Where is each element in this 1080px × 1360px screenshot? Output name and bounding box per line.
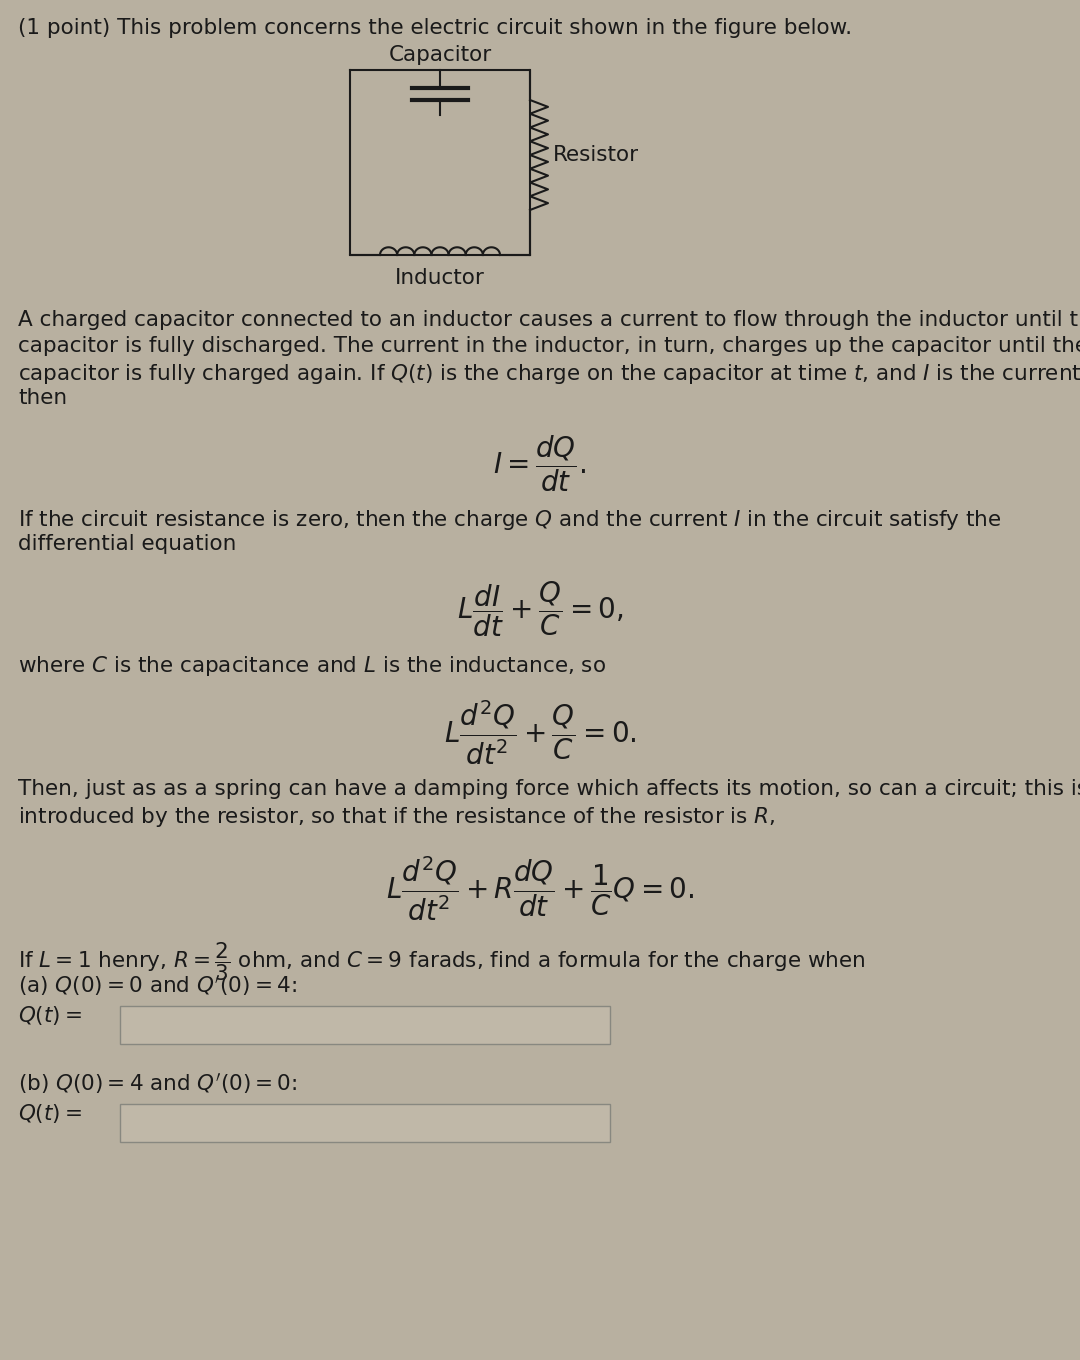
Text: $Q(t) =$: $Q(t) =$ [18,1102,82,1125]
Text: If $L = 1$ henry, $R = \dfrac{2}{3}$ ohm, and $C = 9$ farads, find a formula for: If $L = 1$ henry, $R = \dfrac{2}{3}$ ohm… [18,940,865,983]
Text: $I = \dfrac{dQ}{dt}.$: $I = \dfrac{dQ}{dt}.$ [494,432,586,494]
Text: (b) $Q(0) = 4$ and $Q'(0) = 0$:: (b) $Q(0) = 4$ and $Q'(0) = 0$: [18,1072,297,1096]
Text: $L\dfrac{d^2Q}{dt^2} + \dfrac{Q}{C} = 0.$: $L\dfrac{d^2Q}{dt^2} + \dfrac{Q}{C} = 0.… [444,699,636,767]
Bar [120,1006,610,1044]
Text: where $C$ is the capacitance and $L$ is the inductance, so: where $C$ is the capacitance and $L$ is … [18,654,606,679]
Text: Resistor: Resistor [553,146,639,165]
Text: capacitor is fully discharged. The current in the inductor, in turn, charges up : capacitor is fully discharged. The curre… [18,336,1080,356]
Text: (1 point) This problem concerns the electric circuit shown in the figure below.: (1 point) This problem concerns the elec… [18,18,852,38]
Text: (a) $Q(0) = 0$ and $Q'(0) = 4$:: (a) $Q(0) = 0$ and $Q'(0) = 4$: [18,974,297,998]
Text: $L\dfrac{dI}{dt} + \dfrac{Q}{C} = 0,$: $L\dfrac{dI}{dt} + \dfrac{Q}{C} = 0,$ [457,579,623,639]
Text: If the circuit resistance is zero, then the charge $Q$ and the current $I$ in th: If the circuit resistance is zero, then … [18,509,1001,532]
Text: then: then [18,388,67,408]
Bar [120,1104,610,1142]
Text: $L\dfrac{d^2Q}{dt^2} + R\dfrac{dQ}{dt} + \dfrac{1}{C}Q = 0.$: $L\dfrac{d^2Q}{dt^2} + R\dfrac{dQ}{dt} +… [386,855,694,923]
Text: Inductor: Inductor [395,268,485,288]
Text: Then, just as as a spring can have a damping force which affects its motion, so : Then, just as as a spring can have a dam… [18,779,1080,800]
Text: introduced by the resistor, so that if the resistance of the resistor is $R$,: introduced by the resistor, so that if t… [18,805,775,830]
Text: Capacitor: Capacitor [389,45,491,65]
Text: capacitor is fully charged again. If $Q(t)$ is the charge on the capacitor at ti: capacitor is fully charged again. If $Q(… [18,362,1080,386]
Text: $Q(t) =$: $Q(t) =$ [18,1004,82,1027]
Text: A charged capacitor connected to an inductor causes a current to flow through th: A charged capacitor connected to an indu… [18,310,1080,330]
Text: differential equation: differential equation [18,534,237,554]
